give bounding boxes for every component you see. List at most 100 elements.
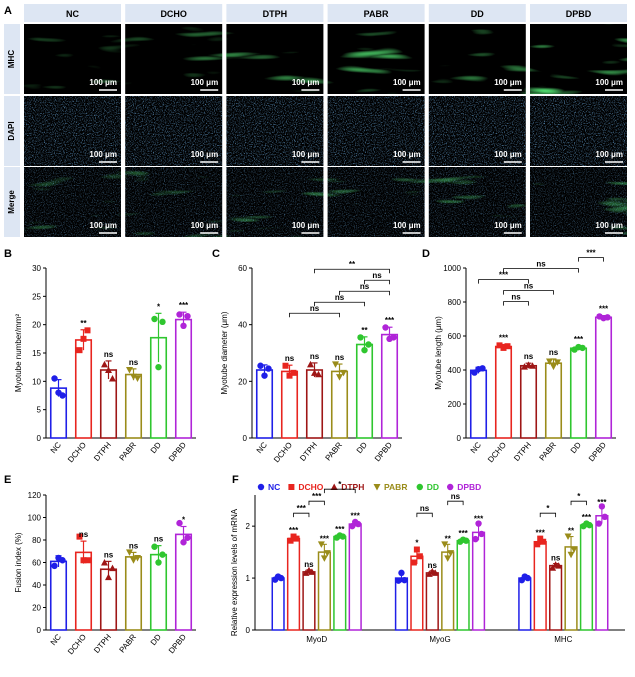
significance-bracket bbox=[503, 268, 579, 273]
data-point bbox=[564, 533, 572, 541]
micrograph-merge-dd: 100 μm bbox=[428, 167, 526, 237]
data-point bbox=[134, 555, 141, 562]
data-point bbox=[601, 513, 609, 521]
bar-dd bbox=[149, 553, 168, 631]
significance-bracket bbox=[539, 512, 557, 518]
bracket-label: *** bbox=[499, 271, 509, 280]
data-point bbox=[496, 342, 503, 349]
significance-label: *** bbox=[320, 534, 330, 543]
micrograph-mhc-nc: 100 μm bbox=[24, 24, 121, 94]
bar-dcho bbox=[74, 551, 93, 631]
row-label-cell-mhc bbox=[4, 24, 20, 94]
nuclei-texture bbox=[327, 96, 425, 166]
y-tick-label: 10 bbox=[32, 377, 41, 386]
bracket-label: *** bbox=[586, 249, 596, 258]
bar-dd bbox=[456, 539, 470, 631]
bar-dpbd bbox=[348, 523, 362, 631]
chart-e-fusion-index: 0 20 40 60 80 100 120 Fusion index (%) NC ns DCHO n… bbox=[14, 491, 196, 656]
header-label-dtph: DTPH bbox=[263, 9, 288, 19]
data-point bbox=[550, 363, 557, 371]
significance-label: *** bbox=[574, 335, 584, 344]
x-tick-label: PABR bbox=[118, 440, 139, 462]
header-cell-nc bbox=[24, 4, 121, 22]
significance-label: ns bbox=[104, 550, 114, 559]
data-point bbox=[109, 375, 116, 382]
row-label-dapi: DAPI bbox=[7, 121, 16, 140]
x-category-label: MyoD bbox=[306, 635, 327, 644]
data-point bbox=[546, 358, 553, 365]
x-tick-label: PABR bbox=[324, 440, 345, 462]
data-point bbox=[332, 361, 339, 368]
bar-pabr bbox=[124, 556, 143, 631]
data-point bbox=[307, 360, 314, 368]
significance-label: ns bbox=[335, 353, 345, 362]
header-cell-dd bbox=[428, 4, 526, 22]
x-tick-label: NC bbox=[49, 632, 63, 647]
data-point bbox=[479, 365, 486, 372]
data-point bbox=[525, 361, 532, 368]
significance-label: * bbox=[157, 302, 161, 311]
significance-label: * bbox=[182, 516, 186, 525]
header-label-dpbd: DPBD bbox=[566, 9, 592, 19]
micrograph-dapi-dcho: 100 μm bbox=[125, 96, 223, 166]
bar-nc bbox=[469, 369, 488, 439]
micrograph-mhc-dtph: 100 μm bbox=[226, 24, 324, 94]
data-point bbox=[537, 535, 544, 542]
micrograph-dapi-pabr: 100 μm bbox=[327, 96, 425, 166]
data-point bbox=[308, 568, 316, 575]
x-tick-label: DPBD bbox=[587, 440, 608, 463]
bracket-label: ns bbox=[524, 282, 534, 291]
scale-bar-label: 100 μm bbox=[191, 221, 219, 230]
data-point bbox=[315, 370, 322, 378]
y-tick-label: 400 bbox=[448, 366, 462, 375]
header-label-pabr: PABR bbox=[364, 9, 389, 19]
nuclei-texture bbox=[24, 167, 121, 237]
significance-label: *** bbox=[599, 305, 609, 314]
bracket-label: ns bbox=[310, 304, 320, 313]
data-point bbox=[555, 562, 563, 569]
header-label-nc: NC bbox=[66, 9, 79, 19]
row-label-mhc: MHC bbox=[7, 50, 16, 68]
scale-bar-label: 100 μm bbox=[191, 78, 219, 87]
group-mhc: ***ns********MHC bbox=[518, 498, 609, 644]
y-tick-label: 0 bbox=[37, 434, 42, 443]
panel-a-letter: A bbox=[4, 5, 12, 17]
significance-label: ns bbox=[304, 560, 314, 569]
bar-dcho bbox=[533, 540, 547, 631]
bar-dpbd bbox=[595, 515, 609, 631]
header-cell-dpbd bbox=[530, 4, 627, 22]
significance-bracket bbox=[570, 500, 587, 506]
data-point bbox=[286, 372, 293, 379]
bar-dd bbox=[579, 524, 594, 631]
significance-label: *** bbox=[458, 529, 468, 538]
bar-pabr bbox=[564, 546, 578, 631]
data-point bbox=[265, 365, 272, 372]
significance-bracket bbox=[578, 257, 604, 262]
bar-pabr bbox=[124, 373, 143, 439]
data-point bbox=[336, 374, 343, 381]
x-tick-label: DCHO bbox=[272, 441, 294, 465]
scale-bar-label: 100 μm bbox=[393, 221, 421, 230]
data-point bbox=[151, 315, 158, 323]
data-point bbox=[472, 535, 479, 543]
data-point bbox=[401, 576, 408, 584]
bracket-label: * bbox=[338, 480, 342, 489]
bar-dtph bbox=[519, 364, 538, 439]
y-tick-label: 600 bbox=[448, 332, 462, 341]
y-tick-label: 60 bbox=[238, 264, 247, 273]
bar-dpbd bbox=[594, 316, 613, 439]
significance-bracket bbox=[478, 279, 529, 284]
data-point bbox=[80, 557, 87, 564]
group-myod: *** ns *** *** *** MyoD bbox=[271, 511, 362, 644]
axes bbox=[45, 495, 196, 631]
bracket-label: ns bbox=[451, 492, 461, 501]
data-point bbox=[180, 322, 187, 329]
significance-bracket bbox=[339, 290, 390, 296]
data-point bbox=[159, 318, 166, 326]
significance-label: ns bbox=[104, 350, 114, 359]
bracket-label: ns bbox=[420, 504, 430, 513]
data-point bbox=[105, 366, 112, 373]
significance-label: ns bbox=[129, 358, 139, 367]
y-axis-label: Fusion index (%) bbox=[14, 532, 23, 592]
significance-label: ** bbox=[361, 326, 368, 335]
